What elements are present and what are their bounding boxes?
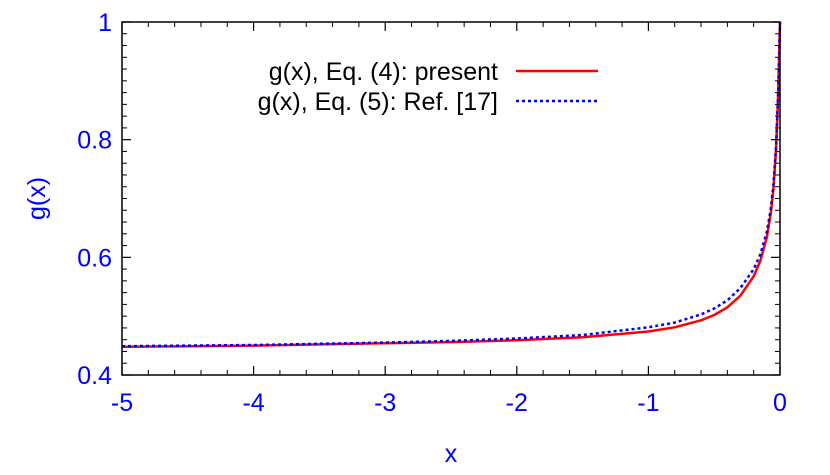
tick-labels: -5 -4 -3 -2 -1 0 0.4 0.6 0.8 1	[77, 9, 787, 417]
y-tick-label: 1	[98, 9, 112, 37]
y-tick-label: 0.8	[77, 127, 112, 155]
x-tick-label: -5	[111, 389, 133, 417]
series-line-ref17	[121, 21, 782, 348]
y-axis-label: g(x)	[23, 177, 51, 220]
x-tick-label: -3	[374, 389, 396, 417]
x-axis-label: x	[445, 440, 458, 468]
y-tick-label: 0.6	[77, 244, 112, 272]
x-tick-label: -4	[242, 389, 264, 417]
legend-label-present: g(x), Eq. (4): present	[269, 58, 498, 86]
plot-layer	[121, 21, 782, 349]
x-tick-label: 0	[773, 389, 787, 417]
legend: g(x), Eq. (4): present g(x), Eq. (5): Re…	[258, 58, 598, 116]
x-tick-label: -2	[506, 389, 528, 417]
legend-label-ref17: g(x), Eq. (5): Ref. [17]	[258, 88, 498, 116]
x-tick-label: -1	[637, 389, 659, 417]
y-tick-label: 0.4	[77, 362, 112, 390]
plot-frame	[121, 21, 781, 376]
